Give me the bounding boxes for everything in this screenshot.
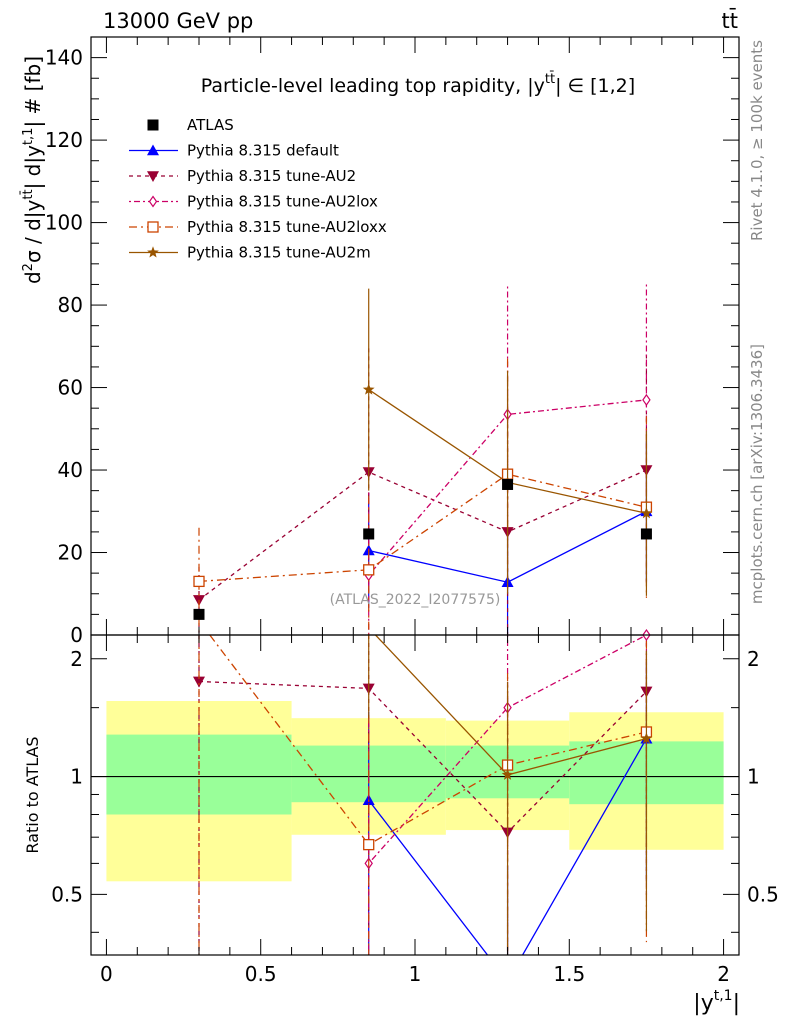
ratio-panel: 0 0.5 1 1.5 2 0.5 0.5 1 1 2 2 Ratio to ATLAS |yt,1… [23,628,779,1016]
y-axis-label: d2σ / d|ytt̄| d|yt,1| # [fb] [21,56,45,284]
ytick-label-1: 20 [58,541,83,565]
ratio-point-1-0 [193,676,205,688]
ratio-line-2 [368,635,647,864]
series-line-3 [198,473,647,583]
ratio-line-0 [368,738,647,955]
series-point-3-0 [193,575,205,588]
xtick-label-3: 1.5 [553,962,585,986]
ytick-label-5: 100 [45,211,83,235]
legend-marker-5 [147,246,159,258]
series-line-2 [368,399,647,576]
legend-marker-2 [147,171,159,182]
ytick-label-4: 80 [58,293,83,317]
rtick-label-r-0: 0.5 [747,882,779,906]
legend-label-4: Pythia 8.315 tune-AU2loxx [187,218,387,236]
legend-marker-4 [147,221,159,233]
ratio-line-3 [208,635,647,846]
legend-label-3: Pythia 8.315 tune-AU2lox [187,193,378,211]
main-panel: 0 20 40 60 80 100 120 140 Particle-level leadin… [21,36,740,647]
series-point-2-3 [642,393,651,406]
series-point-4-3 [640,507,653,519]
ytick-label-3: 60 [58,376,83,400]
legend-label-2: Pythia 8.315 tune-AU2 [187,167,356,185]
legend-label-5: Pythia 8.315 tune-AU2m [187,244,371,262]
xtick-label-4: 2 [717,962,730,986]
series-point-4-1 [362,383,375,395]
ytick-label-6: 120 [45,128,83,152]
series-point-3-1 [363,564,375,576]
data-point-0 [193,608,205,620]
data-point-2 [502,478,514,490]
ratio-point-3-1 [363,838,375,851]
data-point-1 [363,528,375,540]
header-left: 13000 GeV pp [103,9,253,33]
ytick-label-2: 40 [58,458,83,482]
rtick-label-0: 0.5 [51,882,83,906]
ytick-label-7: 140 [45,46,83,70]
chart-title: Particle-level leading top rapidity, |yt… [201,72,635,97]
xtick-label-0: 0 [100,962,113,986]
legend-label-0: ATLAS [187,116,234,134]
legend: ATLAS Pythia 8.315 default Pythia 8.315 tu… [129,116,387,262]
ratio-point-4-3 [640,732,653,744]
header-right: tt̄ [722,8,738,33]
legend-marker-0 [147,119,159,131]
mcplots-label: mcplots.cern.ch [arXiv:1306.3436] [748,344,766,604]
xtick-label-2: 1 [409,962,422,986]
series-line-1 [198,469,647,601]
rtick-label-r-2: 2 [747,647,760,671]
rtick-label-2: 2 [70,647,83,671]
ratio-point-4-2 [501,768,514,780]
legend-marker-3 [148,195,158,208]
ytick-label-0: 0 [70,623,83,647]
rivet-label: Rivet 4.1.0, ≥ 100k events [748,40,766,241]
x-axis-label: |yt,1| [693,988,740,1016]
data-point-3 [640,528,652,540]
xtick-label-1: 0.5 [245,962,277,986]
legend-label-1: Pythia 8.315 default [187,142,339,160]
ratio-y-label: Ratio to ATLAS [23,736,42,853]
legend-marker-1 [147,144,159,156]
rtick-label-r-1: 1 [747,765,760,789]
watermark: (ATLAS_2022_I2077575) [330,592,501,608]
rtick-label-1: 1 [70,765,83,789]
